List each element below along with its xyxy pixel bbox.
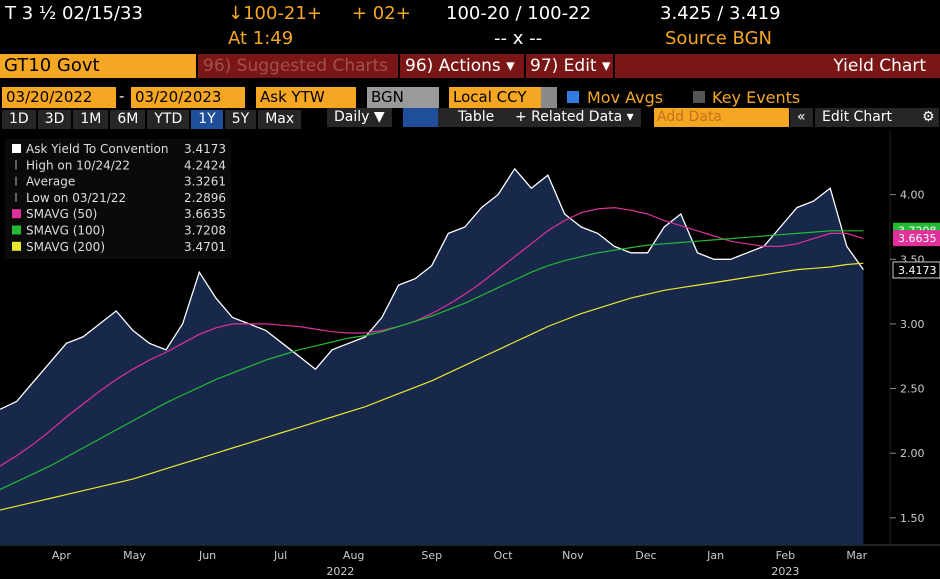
x-tick-label: Jul xyxy=(273,549,287,562)
start-date[interactable]: 03/20/2022 xyxy=(2,87,116,108)
edit-chart[interactable]: Edit Chart xyxy=(815,108,929,127)
x-tick-label: Oct xyxy=(494,549,514,562)
currency[interactable]: Local CCY xyxy=(449,87,541,108)
collapse[interactable]: « xyxy=(790,108,813,127)
year-label: 2023 xyxy=(771,565,799,578)
price-tag-label: 3.6635 xyxy=(898,232,937,245)
range-button[interactable]: 3D xyxy=(37,110,72,129)
key-events[interactable]: Key Events xyxy=(712,88,801,107)
x-tick-label: Apr xyxy=(52,549,72,562)
settings[interactable]: ⚙ xyxy=(918,108,939,127)
range-button[interactable]: Max xyxy=(258,110,302,129)
x-tick-label: Sep xyxy=(421,549,442,562)
legend-box xyxy=(5,139,231,259)
legend-value: 3.7208 xyxy=(184,224,226,238)
menu[interactable]: 97) Edit ▾ xyxy=(530,56,611,76)
related-data[interactable]: + Related Data ▾ xyxy=(508,108,641,127)
range-button[interactable]: 1D xyxy=(2,110,36,129)
legend-value: 3.3261 xyxy=(184,175,226,189)
source: Source BGN xyxy=(665,28,772,49)
menu-bar xyxy=(198,54,940,78)
legend-value: 4.2424 xyxy=(184,158,226,172)
date-separator: - xyxy=(119,87,125,105)
pricing-source[interactable]: BGN xyxy=(367,87,439,108)
checkbox[interactable] xyxy=(693,91,705,103)
legend-value: 3.4173 xyxy=(184,142,226,156)
end-date[interactable]: 03/20/2023 xyxy=(131,87,245,108)
table[interactable]: Table xyxy=(438,108,515,127)
change: + 02+ xyxy=(352,3,411,24)
legend-value: 2.2896 xyxy=(184,191,226,205)
legend-label: High on 10/24/22 xyxy=(26,158,130,172)
add-data[interactable]: Add Data xyxy=(654,108,789,127)
menu[interactable]: 96) Suggested Charts xyxy=(203,56,389,76)
legend-label: Low on 03/21/22 xyxy=(26,191,126,205)
bid-ask: 100-20 / 100-22 xyxy=(446,3,592,24)
dropdown-arrow[interactable] xyxy=(541,87,557,108)
field[interactable]: Ask YTW xyxy=(256,87,356,108)
time: At 1:49 xyxy=(228,28,294,49)
price-tag xyxy=(893,230,940,247)
y-tick-label: 1.50 xyxy=(900,512,925,525)
line xyxy=(0,262,864,511)
security: T 3 ½ 02/15/33 xyxy=(5,3,143,24)
range-button[interactable]: YTD xyxy=(147,110,190,129)
line xyxy=(0,230,864,490)
range-button[interactable]: 1M xyxy=(73,110,109,129)
legend-swatch xyxy=(12,225,21,235)
checkbox[interactable] xyxy=(567,91,579,103)
legend-label: Ask Yield To Convention xyxy=(26,142,168,156)
legend-label: SMAVG (100) xyxy=(26,224,105,238)
year-label: 2022 xyxy=(326,565,354,578)
y-tick-label: 3.00 xyxy=(900,318,925,331)
legend: Ask Yield To Convention 3.4173 High on 10/… xyxy=(5,139,231,259)
area xyxy=(0,168,864,546)
spread: -- x -- xyxy=(494,28,543,49)
separator xyxy=(613,54,615,78)
legend-label: SMAVG (200) xyxy=(26,240,105,254)
x-tick-label: Jan xyxy=(706,549,724,562)
y-tick-label: 2.50 xyxy=(900,383,925,396)
legend-value: 3.6635 xyxy=(184,207,226,221)
legend-swatch xyxy=(12,144,21,153)
separator xyxy=(398,54,400,78)
ticker[interactable]: GT10 Govt xyxy=(0,54,196,78)
x-tick-label: May xyxy=(123,549,146,562)
range-buttons: 1D 3D 1M 6M YTD 1Y 5Y Max xyxy=(2,108,303,129)
range-button[interactable]: 6M xyxy=(110,110,146,129)
chart-icon[interactable] xyxy=(403,108,441,127)
x-tick-label: Jun xyxy=(198,549,216,562)
separator xyxy=(524,54,526,78)
x-tick-label: Mar xyxy=(846,549,867,562)
price-tag xyxy=(892,261,940,279)
mov-avgs[interactable]: Mov Avgs xyxy=(587,88,664,107)
y-tick-label: 2.00 xyxy=(900,447,925,460)
price-tag-label: 3.4173 xyxy=(898,264,937,277)
y-tick-label: 4.00 xyxy=(900,189,925,202)
yields: 3.425 / 3.419 xyxy=(660,3,781,24)
range-button[interactable]: 5Y xyxy=(224,110,257,129)
x-tick-label: Feb xyxy=(776,549,795,562)
price: ↓100-21+ xyxy=(228,3,322,24)
x-tick-label: Nov xyxy=(562,549,584,562)
x-tick-label: Dec xyxy=(635,549,656,562)
range-button[interactable]: 1Y xyxy=(191,110,223,129)
line xyxy=(0,167,864,410)
frequency[interactable]: Daily ▼ xyxy=(327,108,392,127)
x-tick-label: Aug xyxy=(343,549,364,562)
menu[interactable]: 96) Actions ▾ xyxy=(405,56,515,76)
legend-value: 3.4701 xyxy=(184,240,226,254)
legend-label: SMAVG (50) xyxy=(26,207,97,221)
legend-label: Average xyxy=(26,175,75,189)
line xyxy=(0,206,864,467)
legend-swatch xyxy=(12,209,21,219)
legend-swatch xyxy=(12,241,21,251)
page-title: Yield Chart xyxy=(833,56,926,76)
